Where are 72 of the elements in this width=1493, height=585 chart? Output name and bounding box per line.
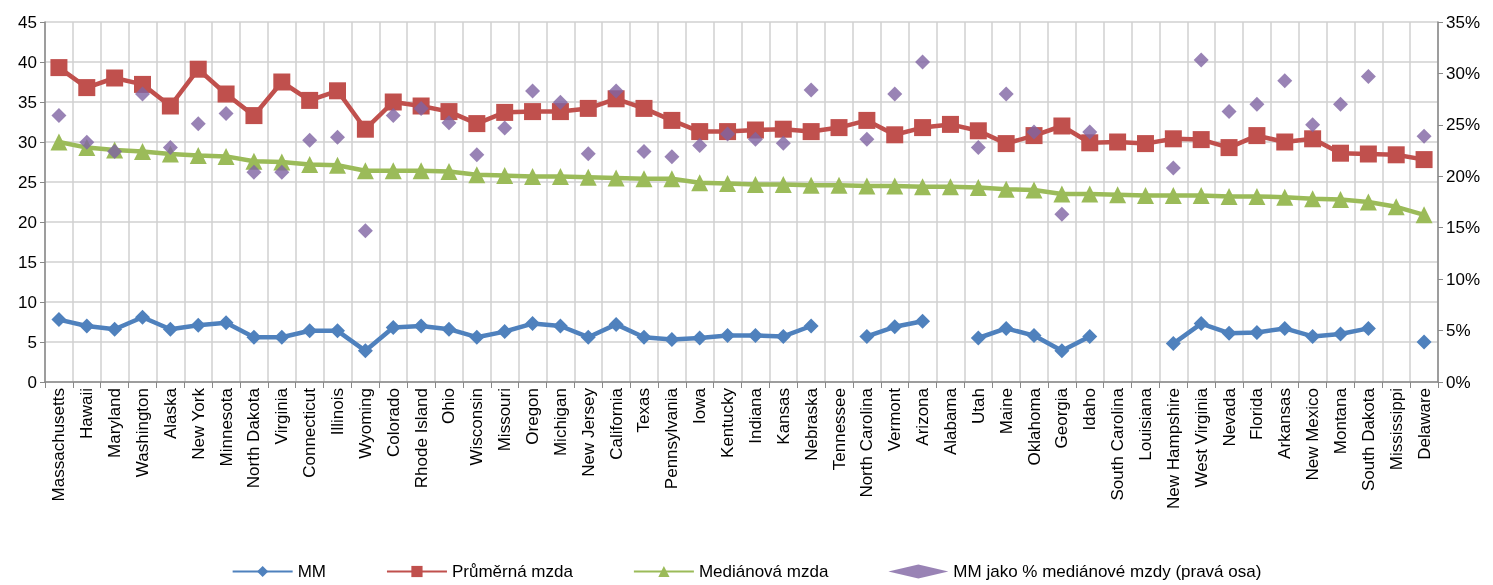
x-tick-label: Connecticut bbox=[300, 387, 320, 478]
legend-label: MM jako % mediánové mzdy (pravá osa) bbox=[953, 562, 1262, 581]
x-tick-label: Wisconsin bbox=[467, 388, 487, 466]
x-tick-label: Maine bbox=[996, 388, 1016, 435]
y2-tick-label: 25% bbox=[1446, 115, 1481, 135]
x-tick-label: Arkansas bbox=[1275, 388, 1295, 459]
x-tick-label: Michigan bbox=[550, 388, 570, 457]
y2-tick-label: 35% bbox=[1446, 12, 1481, 32]
x-tick-label: Louisiana bbox=[1135, 387, 1155, 461]
x-tick-label: South Carolina bbox=[1108, 387, 1128, 501]
x-tick-label: Maryland bbox=[105, 388, 125, 458]
legend-label: Mediánová mzda bbox=[698, 562, 829, 581]
y-tick-label: 10 bbox=[18, 292, 37, 312]
y-tick-label: 15 bbox=[18, 252, 37, 272]
y-tick-label: 40 bbox=[18, 52, 37, 72]
x-tick-label: North Dakota bbox=[244, 387, 264, 489]
x-tick-label: Wyoming bbox=[355, 388, 375, 459]
x-tick-label: Indiana bbox=[745, 387, 765, 444]
x-tick-label: South Dakota bbox=[1358, 387, 1378, 492]
y2-tick-label: 0% bbox=[1446, 372, 1471, 392]
x-tick-label: Delaware bbox=[1414, 388, 1434, 460]
x-tick-label: Colorado bbox=[383, 388, 403, 457]
x-tick-label: California bbox=[606, 387, 626, 460]
x-tick-label: Kansas bbox=[773, 388, 793, 445]
y2-tick-label: 5% bbox=[1446, 321, 1471, 341]
x-tick-label: Vermont bbox=[885, 387, 905, 452]
legend-label: Průměrná mzda bbox=[451, 562, 574, 581]
x-tick-label: Hawaii bbox=[77, 388, 97, 440]
x-tick-label: Texas bbox=[634, 388, 654, 433]
x-tick-label: New Hampshire bbox=[1163, 388, 1183, 509]
x-tick-label: Nevada bbox=[1219, 387, 1239, 447]
y-tick-label: 0 bbox=[27, 372, 37, 392]
y2-tick-label: 10% bbox=[1446, 269, 1481, 289]
legend-label: MM bbox=[297, 562, 326, 581]
x-tick-label: Massachusetts bbox=[49, 388, 69, 502]
y-tick-label: 35 bbox=[18, 92, 37, 112]
y2-tick-label: 20% bbox=[1446, 166, 1481, 186]
x-tick-label: Illinois bbox=[328, 388, 348, 436]
x-tick-label: Minnesota bbox=[216, 387, 236, 467]
x-tick-label: Idaho bbox=[1080, 388, 1100, 431]
x-tick-label: Iowa bbox=[690, 387, 710, 424]
x-tick-label: Pennsylvania bbox=[662, 387, 682, 490]
x-tick-label: Tennessee bbox=[829, 388, 849, 471]
x-tick-label: Florida bbox=[1247, 387, 1267, 440]
x-tick-label: Washington bbox=[133, 388, 153, 478]
x-tick-label: New Mexico bbox=[1303, 388, 1323, 481]
x-tick-label: Montana bbox=[1330, 387, 1350, 455]
x-tick-label: Mississippi bbox=[1386, 388, 1406, 471]
x-tick-label: Alabama bbox=[940, 387, 960, 456]
x-tick-label: North Carolina bbox=[857, 387, 877, 498]
y-tick-label: 20 bbox=[18, 212, 37, 232]
y-tick-label: 25 bbox=[18, 172, 37, 192]
y-tick-label: 5 bbox=[27, 332, 37, 352]
x-tick-label: Arizona bbox=[913, 387, 933, 446]
x-tick-label: Kentucky bbox=[718, 387, 738, 458]
x-tick-label: New Jersey bbox=[578, 387, 598, 477]
x-tick-label: Virginia bbox=[272, 387, 292, 445]
x-tick-label: West Virginia bbox=[1191, 387, 1211, 488]
x-tick-label: Oklahoma bbox=[1024, 387, 1044, 466]
x-tick-label: Alaska bbox=[160, 387, 180, 440]
x-tick-label: Rhode Island bbox=[411, 388, 431, 489]
y2-tick-label: 30% bbox=[1446, 63, 1481, 83]
x-tick-label: New York bbox=[188, 387, 208, 460]
y-tick-label: 45 bbox=[18, 12, 37, 32]
x-tick-label: Missouri bbox=[495, 388, 515, 452]
x-tick-label: Ohio bbox=[439, 388, 459, 424]
x-tick-label: Nebraska bbox=[801, 387, 821, 461]
x-tick-label: Utah bbox=[968, 388, 988, 424]
y-tick-label: 30 bbox=[18, 132, 37, 152]
x-tick-label: Georgia bbox=[1052, 387, 1072, 449]
x-tick-label: Oregon bbox=[523, 388, 543, 445]
y2-tick-label: 15% bbox=[1446, 218, 1481, 238]
